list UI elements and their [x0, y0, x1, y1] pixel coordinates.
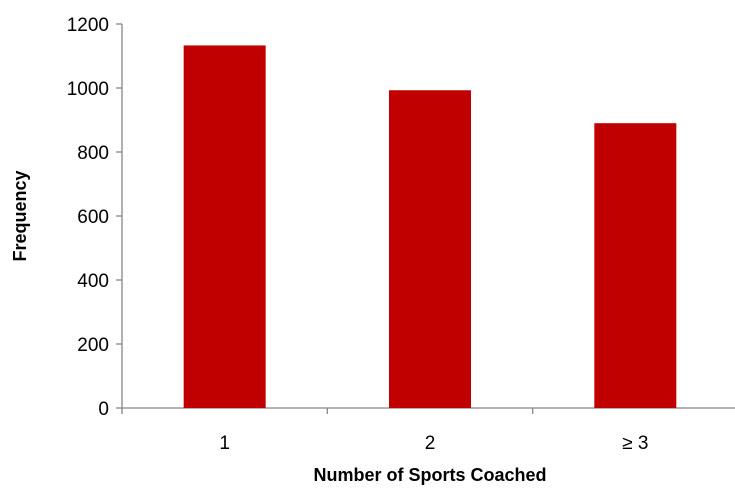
y-tick-label: 800: [77, 143, 109, 164]
x-axis: 1 2 ≥ 3: [121, 407, 735, 454]
y-tick-label: 1000: [67, 79, 109, 100]
x-axis-title: Number of Sports Coached: [313, 465, 546, 485]
y-tick-label: 200: [77, 335, 109, 356]
x-tick-label: 2: [425, 433, 436, 454]
y-axis-title: Frequency: [10, 170, 30, 261]
bar-2: [389, 90, 471, 409]
y-tick-label: 600: [77, 207, 109, 228]
y-tick-label: 0: [98, 399, 109, 420]
y-tick-label: 1200: [67, 15, 109, 36]
bar-1: [183, 45, 266, 408]
x-tick-label: ≥ 3: [622, 433, 648, 454]
y-axis: 0 200 400 600 800 1000 1200: [67, 15, 123, 420]
bar-3: [594, 123, 677, 408]
bars: [183, 45, 677, 409]
y-tick-label: 400: [77, 271, 109, 292]
x-tick-label: 1: [219, 433, 230, 454]
